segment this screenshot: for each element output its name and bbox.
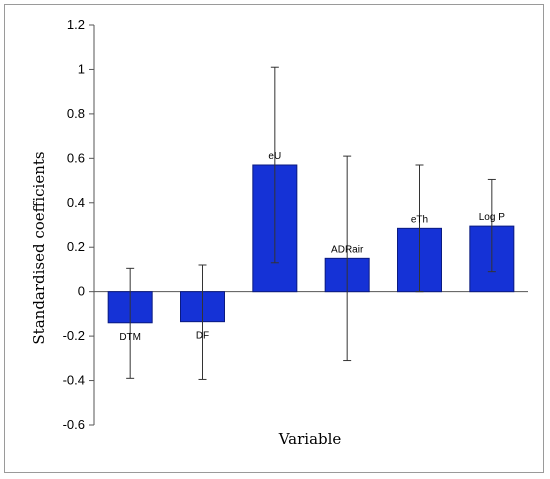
y-tick-label: 0.8	[67, 106, 85, 121]
y-tick-label: -0.2	[63, 328, 85, 343]
y-tick-label: 0.2	[67, 239, 85, 254]
y-tick-label: 0	[78, 284, 85, 299]
bar-label: DF	[196, 331, 209, 342]
y-tick-label: 0.6	[67, 150, 85, 165]
x-axis-title: Variable	[278, 430, 342, 448]
axes: 1.2 1 0.8 0.6 0.4 0.2 0 -0.2 -0.4 -0.6	[63, 17, 528, 432]
error-bars	[126, 66, 496, 380]
y-tick-label: 1	[78, 61, 85, 76]
bar-label: Log P	[479, 212, 505, 223]
bar-labels: DTM DF eU ADRair eTh Log P	[119, 151, 505, 343]
y-tick-label: -0.4	[63, 373, 85, 388]
bar-label: eTh	[411, 214, 428, 225]
bar-label: DTM	[119, 332, 141, 343]
y-tick-label: -0.6	[63, 417, 85, 432]
bar-label: ADRair	[331, 244, 364, 255]
y-tick-label: 1.2	[67, 17, 85, 32]
y-axis-title: Standardised coefficients	[30, 151, 48, 344]
y-tick-label: 0.4	[67, 195, 85, 210]
bar-label: eU	[268, 151, 281, 162]
bars	[107, 164, 515, 324]
